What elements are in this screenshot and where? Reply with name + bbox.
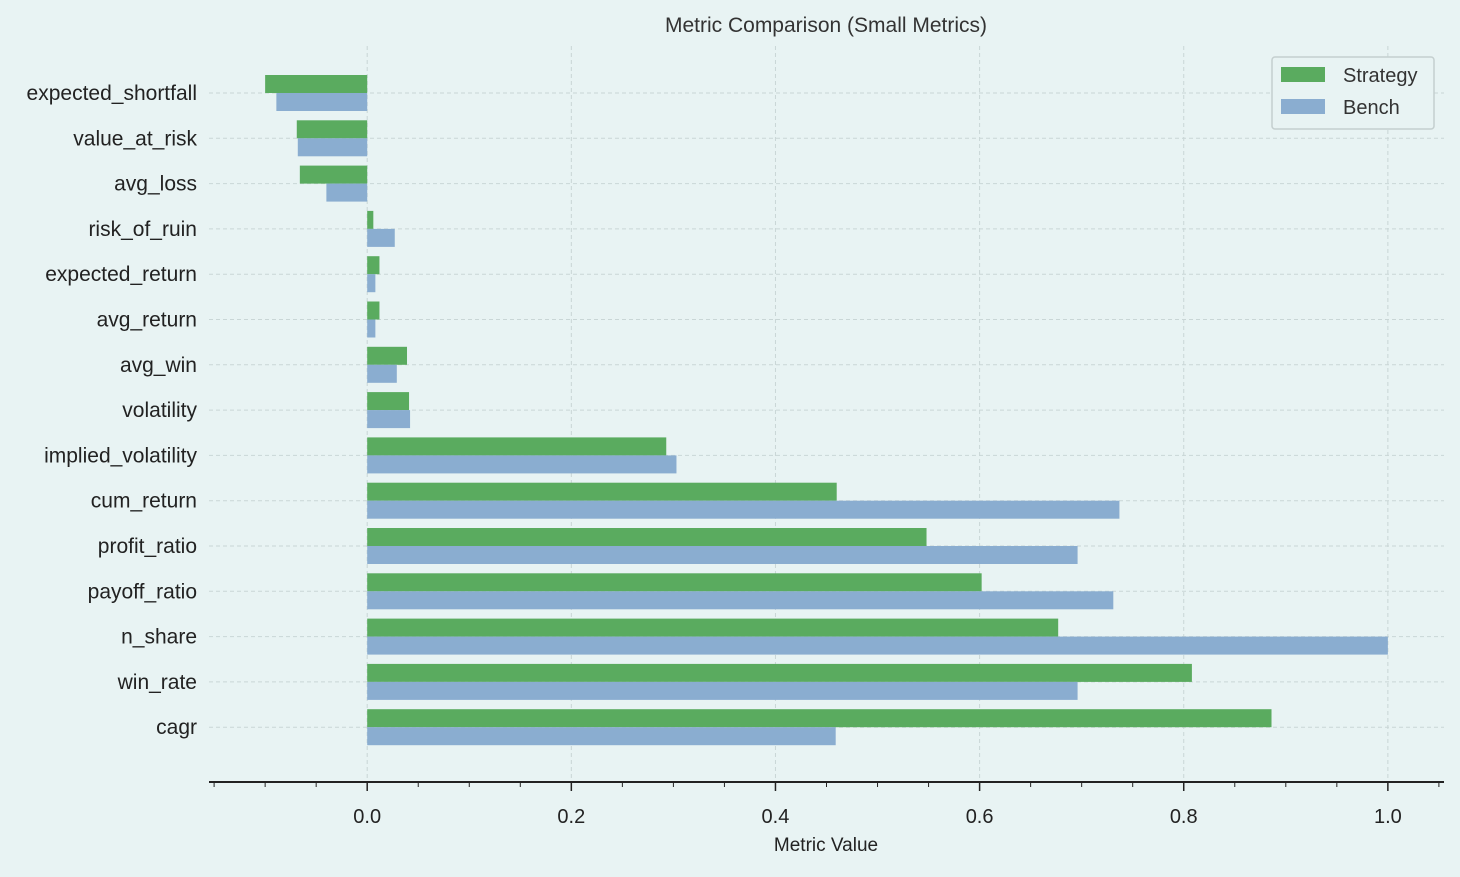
bar-strategy-n-share [367, 618, 1059, 637]
bar-bench-avg-win [367, 364, 397, 383]
category-label-profit-ratio: profit_ratio [98, 535, 197, 558]
bar-strategy-volatility [367, 392, 410, 411]
bar-strategy-payoff-ratio [367, 573, 982, 592]
bar-bench-win-rate [367, 681, 1078, 700]
legend-label-bench: Bench [1343, 97, 1400, 119]
x-tick-label-5: 1.0 [1374, 806, 1402, 828]
category-label-avg-loss: avg_loss [114, 173, 197, 196]
category-label-cagr: cagr [156, 716, 197, 739]
category-label-risk-of-ruin: risk_of_ruin [88, 218, 197, 241]
bar-bench-profit-ratio [367, 546, 1078, 564]
category-label-avg-win: avg_win [120, 354, 197, 377]
legend: Strategy Bench [1271, 56, 1435, 130]
bar-bench-n-share [367, 636, 1388, 655]
bar-bench-volatility [367, 410, 411, 429]
bar-bench-implied-volatility [367, 455, 677, 474]
bar-bench-payoff-ratio [367, 591, 1114, 610]
bar-bench-risk-of-ruin [367, 228, 395, 247]
bar-strategy-expected-shortfall [265, 75, 368, 93]
bar-bench-cum-return [367, 500, 1120, 519]
bar-bench-avg-return [367, 319, 376, 338]
bar-strategy-cum-return [367, 482, 837, 501]
x-tick-label-3: 0.6 [966, 806, 994, 828]
bar-strategy-value-at-risk [296, 120, 368, 139]
bar-strategy-avg-return [367, 301, 380, 320]
bar-bench-expected-shortfall [276, 93, 368, 111]
category-label-n-share: n_share [121, 626, 197, 649]
bar-strategy-implied-volatility [367, 437, 667, 456]
bar-strategy-profit-ratio [367, 528, 927, 546]
category-label-cum-return: cum_return [91, 490, 197, 513]
x-tick-label-4: 0.8 [1170, 806, 1198, 828]
category-label-expected-return: expected_return [45, 263, 197, 286]
bar-bench-expected-return [367, 274, 376, 293]
legend-swatch-strategy [1281, 67, 1325, 82]
bar-strategy-avg-win [367, 346, 408, 365]
bar-strategy-win-rate [367, 663, 1192, 682]
legend-swatch-bench [1281, 99, 1325, 114]
category-label-expected-shortfall: expected_shortfall [27, 82, 197, 105]
chart-title: Metric Comparison (Small Metrics) [665, 14, 987, 37]
bar-strategy-risk-of-ruin [367, 210, 374, 229]
category-labels: expected_shortfall value_at_risk avg_lossr… [27, 82, 198, 739]
x-axis: 0.0 0.2 0.4 0.6 0.8 1.0 [209, 781, 1444, 828]
x-tick-label-1: 0.2 [557, 806, 585, 828]
bar-bench-cagr [367, 727, 836, 746]
category-label-win-rate: win_rate [117, 671, 197, 694]
bar-strategy-avg-loss [299, 165, 368, 184]
category-label-value-at-risk: value_at_risk [73, 127, 197, 150]
category-label-avg-return: avg_return [97, 309, 197, 332]
x-tick-label-0: 0.0 [353, 806, 381, 828]
bars-layer [265, 75, 1388, 746]
bar-strategy-expected-return [367, 256, 380, 275]
x-axis-label: Metric Value [774, 835, 878, 856]
bar-strategy-cagr [367, 709, 1272, 728]
bar-bench-avg-loss [326, 183, 368, 202]
category-label-payoff-ratio: payoff_ratio [88, 580, 197, 603]
x-tick-label-2: 0.4 [762, 806, 790, 828]
category-label-volatility: volatility [122, 399, 197, 422]
bar-bench-value-at-risk [297, 138, 368, 157]
category-label-implied-volatility: implied_volatility [44, 444, 197, 467]
legend-label-strategy: Strategy [1343, 65, 1417, 87]
